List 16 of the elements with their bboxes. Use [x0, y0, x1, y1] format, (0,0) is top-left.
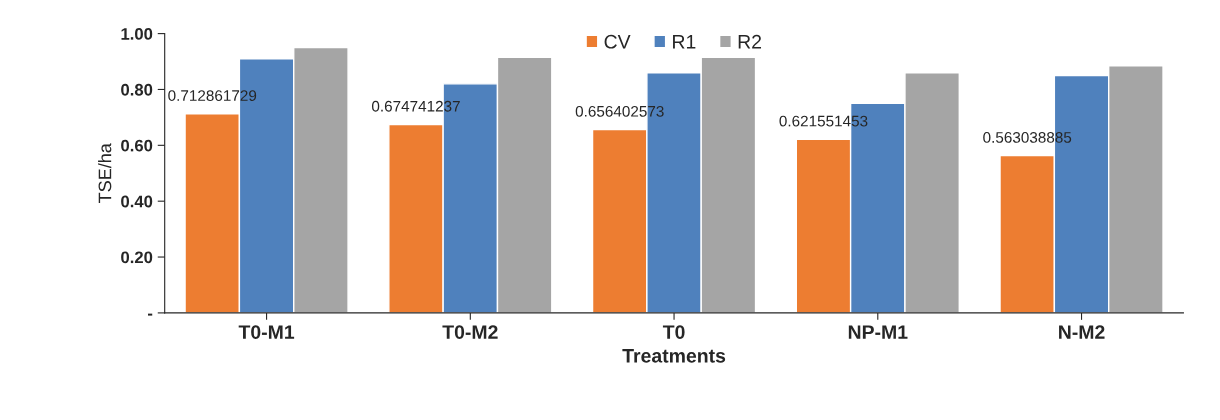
- legend-label: R2: [738, 34, 762, 49]
- x-axis-title: Treatments: [622, 349, 726, 363]
- x-tick-label: NP-M1: [848, 325, 908, 339]
- y-tick-label: 0.40: [121, 195, 153, 208]
- legend-label: R1: [673, 35, 696, 49]
- y-axis-title: TSE/ha: [98, 143, 112, 203]
- y-tick-label: 0.60: [121, 139, 153, 152]
- x-tick-label: N-M2: [1059, 325, 1105, 339]
- y-tick-label: 0.80: [121, 83, 153, 96]
- y-tick-label: 1.00: [121, 28, 153, 40]
- x-tick-label: T0-M2: [442, 325, 498, 339]
- x-tick-label: T0-M1: [238, 325, 295, 339]
- x-tick-label: T0: [662, 325, 685, 339]
- y-tick-label: -: [148, 313, 153, 316]
- y-tick-label: 0.20: [121, 251, 153, 264]
- legend-label: CV: [604, 34, 631, 49]
